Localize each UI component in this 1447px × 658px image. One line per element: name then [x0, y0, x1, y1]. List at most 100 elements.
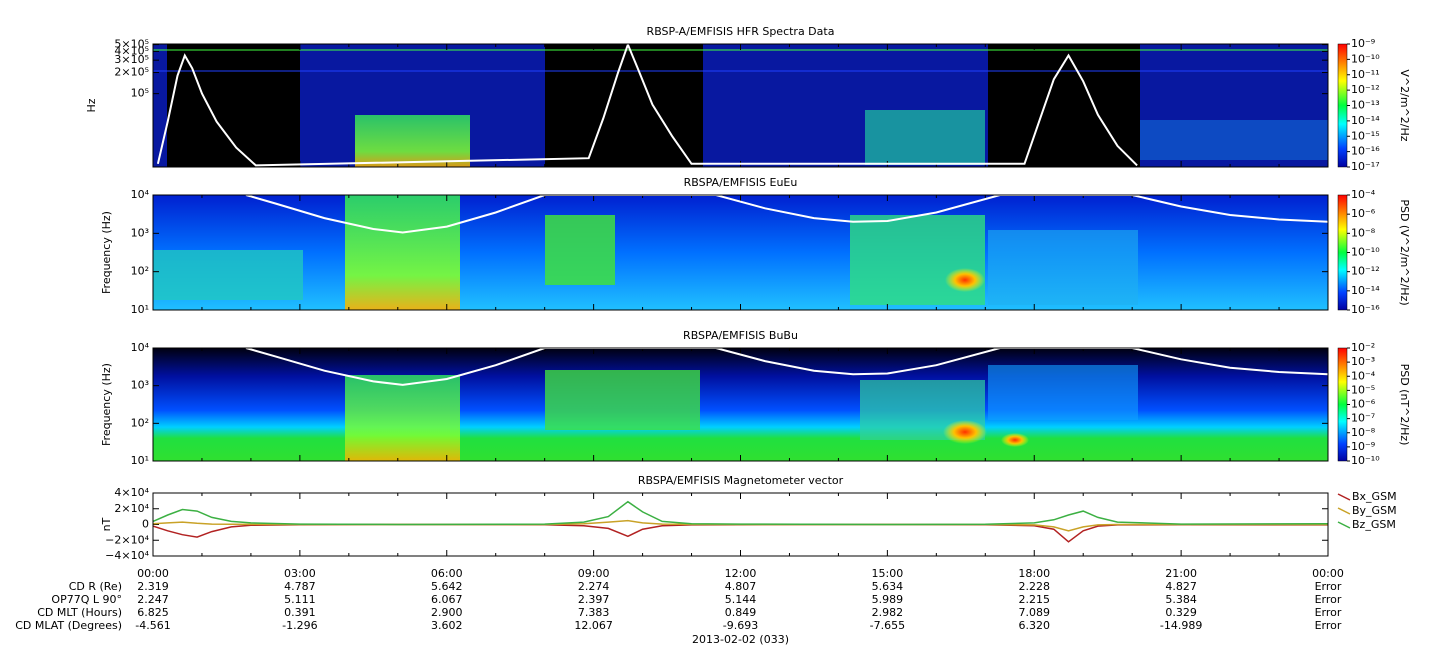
- ephemeris-label: CD MLAT (Degrees): [15, 619, 122, 632]
- colorbar-label: PSD (nT^2/Hz): [1398, 364, 1411, 446]
- x-tick-label: 15:00: [872, 567, 904, 580]
- legend-label: Bz_GSM: [1352, 518, 1396, 531]
- y-tick-label: −4×10⁴: [105, 549, 149, 562]
- ephemeris-value: 3.602: [431, 619, 463, 632]
- legend-swatch: [1337, 521, 1351, 529]
- panel-title: RBSPA/EMFISIS BuBu: [683, 329, 798, 342]
- ephemeris-value: 6.825: [137, 606, 169, 619]
- x-tick-label: 18:00: [1018, 567, 1050, 580]
- plot-frame: [152, 492, 1329, 557]
- plot-frame: [152, 43, 1329, 168]
- ephemeris-value: 2.274: [578, 580, 610, 593]
- plot-frame: [152, 347, 1329, 462]
- plasma-frequency-curve: [156, 44, 1138, 167]
- colorbar-tick-label: 10⁻⁸: [1351, 226, 1376, 239]
- y-tick-label: 10⁴: [131, 341, 150, 354]
- legend-swatch: [1337, 493, 1351, 501]
- ephemeris-value: -1.296: [282, 619, 317, 632]
- y-tick-label: 10⁵: [131, 87, 149, 100]
- colorbar-tick-label: 10⁻¹⁵: [1351, 129, 1380, 142]
- ephemeris-value: 2.319: [137, 580, 169, 593]
- colorbar: [1337, 43, 1348, 168]
- plasma-frequency-curve: [245, 348, 1328, 386]
- spectrogram-backgrounds: [153, 44, 1328, 461]
- ephemeris-value: 7.089: [1019, 606, 1051, 619]
- ephemeris-value: 2.397: [578, 593, 610, 606]
- ephemeris-label: CD MLT (Hours): [37, 606, 122, 619]
- y-tick-label: 10³: [131, 226, 149, 239]
- date-label: 2013-02-02 (033): [692, 633, 789, 646]
- colorbar-tick-label: 10⁻¹⁶: [1351, 303, 1380, 316]
- ephemeris-value: 7.383: [578, 606, 610, 619]
- ephemeris-value: 0.391: [284, 606, 316, 619]
- colorbar-tick-label: 10⁻¹²: [1351, 265, 1380, 278]
- colorbar: [1337, 347, 1348, 462]
- y-tick-label: 10¹: [131, 303, 149, 316]
- panel-title: RBSP-A/EMFISIS HFR Spectra Data: [647, 25, 835, 38]
- y-tick-label: 3×10⁵: [114, 53, 149, 66]
- y-axis-label: nT: [100, 517, 113, 531]
- ephemeris-value: -4.561: [135, 619, 170, 632]
- ephemeris-value: 5.111: [284, 593, 316, 606]
- colorbar-tick-label: 10⁻⁶: [1351, 398, 1376, 411]
- ephemeris-value: 6.067: [431, 593, 463, 606]
- ephemeris-value: 2.215: [1019, 593, 1051, 606]
- colorbar-tick-label: 10⁻⁵: [1351, 383, 1375, 396]
- ephemeris-value: 4.827: [1165, 580, 1197, 593]
- colorbar-label: PSD (V^2/m^2/Hz): [1398, 199, 1411, 305]
- panel-title: RBSPA/EMFISIS EuEu: [684, 176, 798, 189]
- y-axis-label: Frequency (Hz): [100, 211, 113, 294]
- x-tick-label: 03:00: [284, 567, 316, 580]
- x-tick-label: 12:00: [725, 567, 757, 580]
- ephemeris-value: 2.228: [1019, 580, 1051, 593]
- ephemeris-value: Error: [1315, 580, 1342, 593]
- ephemeris-value: 0.849: [725, 606, 757, 619]
- colorbar-tick-label: 10⁻⁸: [1351, 426, 1376, 439]
- colorbar-tick-label: 10⁻¹²: [1351, 83, 1380, 96]
- y-tick-label: 10³: [131, 379, 149, 392]
- colorbar-tick-label: 10⁻¹⁰: [1351, 454, 1380, 467]
- x-tick-label: 21:00: [1165, 567, 1197, 580]
- series-line: [153, 519, 1328, 532]
- ephemeris-value: 2.900: [431, 606, 463, 619]
- ephemeris-value: 0.329: [1165, 606, 1197, 619]
- series-line: [153, 500, 1328, 526]
- y-tick-label: 10²: [131, 265, 149, 278]
- ephemeris-value: 5.384: [1165, 593, 1197, 606]
- y-tick-label: 2×10⁴: [114, 502, 149, 515]
- colorbar-tick-label: 10⁻¹⁷: [1351, 160, 1380, 173]
- colorbar-tick-label: 10⁻¹⁰: [1351, 52, 1380, 65]
- colorbar-tick-label: 10⁻¹⁴: [1351, 284, 1380, 297]
- colorbar: [1337, 194, 1348, 311]
- plot-frame: [152, 194, 1329, 311]
- ephemeris-value: 4.787: [284, 580, 316, 593]
- colorbar-tick-label: 10⁻¹¹: [1351, 68, 1380, 81]
- colorbar-tick-label: 10⁻⁴: [1351, 188, 1376, 201]
- colorbar-label: V^2/m^2/Hz: [1398, 69, 1411, 141]
- y-tick-label: 0: [142, 518, 149, 531]
- x-tick-label: 00:00: [1312, 567, 1344, 580]
- legend-label: By_GSM: [1352, 504, 1397, 517]
- colorbar-tick-label: 10⁻¹⁰: [1351, 246, 1380, 259]
- y-tick-label: 10¹: [131, 454, 149, 467]
- series-line: [153, 523, 1328, 543]
- y-tick-label: −2×10⁴: [105, 533, 149, 546]
- x-tick-label: 00:00: [137, 567, 169, 580]
- panel-title: RBSPA/EMFISIS Magnetometer vector: [638, 474, 844, 487]
- y-tick-label: 10²: [131, 416, 149, 429]
- y-axis-label: Frequency (Hz): [100, 363, 113, 446]
- colorbar-tick-label: 10⁻⁶: [1351, 207, 1376, 220]
- ephemeris-value: 2.982: [872, 606, 904, 619]
- ephemeris-label: OP77Q L 90°: [51, 593, 122, 606]
- colorbar-tick-label: 10⁻⁷: [1351, 412, 1375, 425]
- colorbar-tick-label: 10⁻⁹: [1351, 440, 1375, 453]
- ephemeris-value: 5.642: [431, 580, 463, 593]
- ephemeris-value: -7.655: [870, 619, 905, 632]
- ephemeris-value: 5.144: [725, 593, 757, 606]
- ephemeris-value: 12.067: [574, 619, 613, 632]
- legend-label: Bx_GSM: [1352, 490, 1397, 503]
- x-tick-label: 09:00: [578, 567, 610, 580]
- ephemeris-value: 5.989: [872, 593, 904, 606]
- ephemeris-value: 5.634: [872, 580, 904, 593]
